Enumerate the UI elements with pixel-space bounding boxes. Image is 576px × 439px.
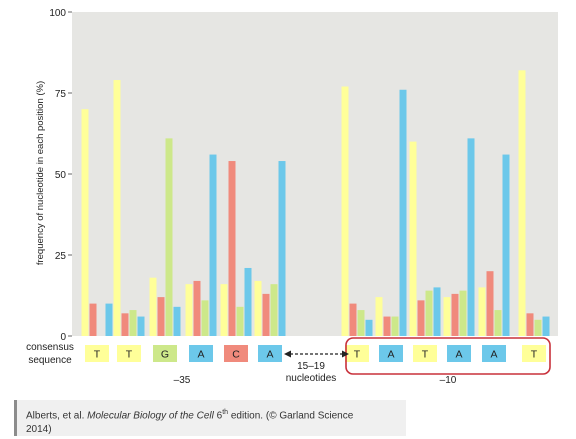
bar-pos2-C <box>121 313 129 336</box>
caption-prefix: Alberts, et al. <box>26 410 88 422</box>
bar-pos5-T <box>220 284 228 336</box>
caption-book-title: Molecular Biology of the Cell <box>87 410 214 422</box>
bar-pos6-C <box>262 293 270 336</box>
consensus-box-5 <box>224 345 248 362</box>
bar-pos11-T <box>478 287 486 336</box>
bars <box>81 70 550 337</box>
minus-10-highlight <box>345 337 551 375</box>
consensus-box-6 <box>258 345 282 362</box>
consensus-letter-11: A <box>490 349 497 361</box>
bar-pos7-A <box>365 319 373 336</box>
caption-edition-number: 6 <box>213 410 223 422</box>
bar-pos6-T <box>254 280 262 336</box>
bar-pos12-A <box>542 316 550 336</box>
promoter-consensus-chart: 0 25 50 75 100 frequency of nucleotide in ea… <box>26 8 558 386</box>
bar-pos10-C <box>451 293 459 336</box>
consensus-letter-12: T <box>531 349 538 361</box>
bar-pos3-A <box>173 306 181 336</box>
bar-pos6-A <box>278 161 286 336</box>
bar-pos4-A <box>209 154 217 336</box>
caption-year: 2014) <box>26 424 52 436</box>
consensus-letter-3: G <box>161 349 169 361</box>
bar-pos12-G <box>534 319 542 336</box>
consensus-letter-4: A <box>197 349 204 361</box>
consensus-box-1 <box>85 345 109 362</box>
bar-pos9-C <box>417 300 425 336</box>
bar-pos2-A <box>137 316 145 336</box>
consensus-box-12 <box>522 345 546 362</box>
consensus-box-8 <box>379 345 403 362</box>
bar-pos1-T <box>81 109 89 336</box>
bar-pos5-C <box>228 161 236 336</box>
bar-pos9-T <box>409 141 417 336</box>
bar-pos4-T <box>185 284 193 336</box>
consensus-letter-6: A <box>266 349 273 361</box>
consensus-letter-8: A <box>387 349 394 361</box>
spacer-label-line2: nucleotides <box>286 373 337 384</box>
citation-caption: Alberts, et al. Molecular Biology of the… <box>14 400 406 436</box>
bar-pos10-T <box>443 297 451 336</box>
bar-pos11-A <box>502 154 510 336</box>
bar-pos2-G <box>129 310 137 336</box>
bar-pos7-G <box>357 310 365 336</box>
y-tick-label: 50 <box>55 170 67 181</box>
group-label-minus-35: –35 <box>174 375 191 386</box>
right-arrowhead-icon <box>342 350 349 358</box>
consensus-box-4 <box>189 345 213 362</box>
y-axis: 0 25 50 75 100 <box>49 8 72 343</box>
consensus-letter-10: A <box>455 349 462 361</box>
y-axis-label: frequency of nucleotide in each position… <box>35 81 46 265</box>
bar-pos8-A <box>399 89 407 336</box>
y-tick-label: 100 <box>49 8 66 19</box>
bar-pos4-C <box>193 280 201 336</box>
bar-pos1-C <box>89 303 97 336</box>
bar-pos7-C <box>349 303 357 336</box>
consensus-box-3 <box>153 345 177 362</box>
bar-pos3-T <box>149 277 157 336</box>
bar-pos5-G <box>236 306 244 336</box>
bar-pos5-A <box>244 267 252 336</box>
consensus-box-7 <box>345 345 369 362</box>
bar-pos4-G <box>201 300 209 336</box>
y-tick-label: 0 <box>60 332 66 343</box>
bar-pos3-C <box>157 297 165 336</box>
caption-edition-sup: th <box>222 409 229 416</box>
consensus-letter-9: T <box>422 349 429 361</box>
consensus-box-11 <box>482 345 506 362</box>
bar-pos8-C <box>383 316 391 336</box>
bar-pos8-T <box>375 297 383 336</box>
caption-accent-bar <box>14 400 17 436</box>
bar-pos7-T <box>341 86 349 337</box>
bar-pos10-G <box>459 290 467 336</box>
consensus-letter-1: T <box>94 349 101 361</box>
bar-pos12-T <box>518 70 526 336</box>
consensus-box-2 <box>117 345 141 362</box>
bar-pos9-G <box>425 290 433 336</box>
spacer-label-line1: 15–19 <box>297 361 325 372</box>
consensus-label-line1: consensus <box>26 342 74 353</box>
bar-pos8-G <box>391 316 399 336</box>
bar-pos6-G <box>270 284 278 336</box>
bar-pos10-A <box>467 138 475 336</box>
bar-pos1-A <box>105 303 113 336</box>
consensus-letter-2: T <box>126 349 133 361</box>
consensus-label-line2: sequence <box>28 355 72 366</box>
bar-pos3-G <box>165 138 173 336</box>
bar-pos12-C <box>526 313 534 336</box>
group-label-minus-10: –10 <box>440 375 457 386</box>
y-tick-label: 75 <box>55 89 67 100</box>
bar-pos11-C <box>486 271 494 336</box>
bar-pos2-T <box>113 80 121 336</box>
consensus-box-9 <box>413 345 437 362</box>
caption-suffix: edition. (© Garland Science <box>228 410 354 422</box>
consensus-box-10 <box>447 345 471 362</box>
bar-pos11-G <box>494 310 502 336</box>
consensus-letter-5: C <box>232 349 240 361</box>
consensus-letter-7: T <box>354 349 361 361</box>
left-arrowhead-icon <box>284 350 291 358</box>
y-tick-label: 25 <box>55 251 67 262</box>
bar-pos9-A <box>433 287 441 336</box>
